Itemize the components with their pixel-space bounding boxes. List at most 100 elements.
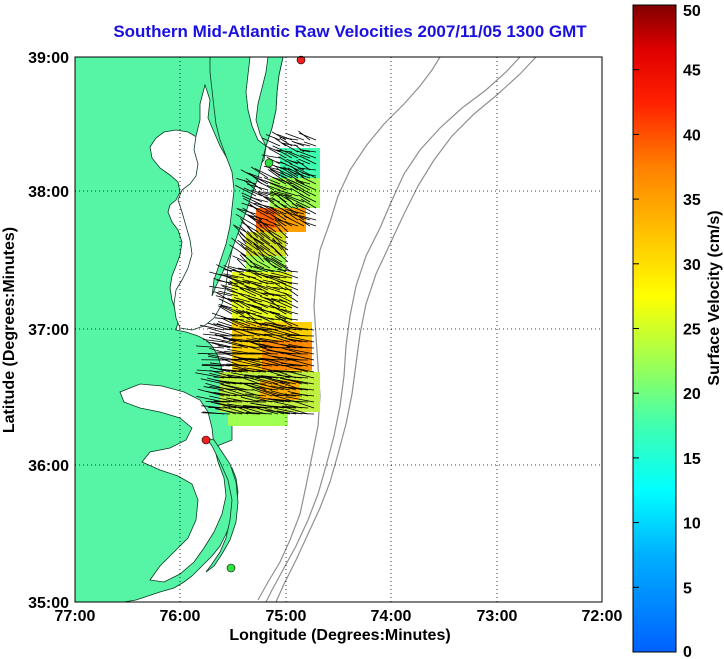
velocity-arrow [265,285,281,291]
velocity-arrow [292,400,315,409]
velocity-arrow [265,257,283,269]
velocity-arrow [240,382,267,385]
velocity-arrow [291,206,311,215]
colorbar-tick-label: 40 [683,127,701,144]
velocity-arrow [209,285,233,291]
velocity-arrow [248,202,263,215]
velocity-arrow [300,176,317,185]
velocity-arrow [236,258,247,269]
velocity-arrow [237,375,261,385]
velocity-arrow [274,217,287,227]
velocity-arrow [288,334,315,337]
velocity-arrow [257,221,275,227]
velocity-arrow [270,385,291,391]
velocity-arrow [286,346,315,349]
velocity-arrow [244,407,267,415]
velocity-arrow [252,388,273,397]
velocity-arrow [286,179,305,191]
velocity-arrow [289,151,305,159]
velocity-arrow [266,219,281,227]
velocity-arrow [298,218,311,227]
velocity-arrow [213,376,243,379]
velocity-vectors [195,130,317,415]
lon-tick-label: 75:00 [266,608,307,625]
velocity-arrow [279,137,299,141]
lon-tick-label: 74:00 [371,608,412,625]
velocity-arrow [266,205,287,215]
lat-tick-label: 38:00 [28,184,69,201]
velocity-arrow [297,167,317,171]
velocity-arrow [285,376,309,379]
velocity-arrow [218,304,233,309]
velocity-arrow [225,388,249,397]
velocity-arrow [267,301,287,309]
velocity-arrow [252,364,273,367]
velocity-arrow [292,184,311,197]
velocity-arrow [264,268,281,273]
velocity-arrow [273,370,303,373]
velocity-arrow [278,242,289,257]
velocity-arrow [259,281,275,285]
velocity-arrow [262,329,291,337]
velocity-arrow [251,189,269,197]
velocity-arrow [242,253,259,269]
velocity-arrow [283,215,305,227]
velocity-arrow [201,412,231,415]
velocity-arrow [247,345,273,355]
velocity-arrow [269,231,283,245]
velocity-arrow [251,174,269,185]
velocity-arrow [208,336,231,343]
velocity-arrow [258,190,275,197]
velocity-arrow [271,197,287,209]
velocity-arrow [244,286,263,291]
velocity-arrow [221,305,245,315]
velocity-arrow [300,198,317,209]
velocity-arrow [277,149,293,159]
velocity-arrow [275,261,293,273]
lon-tick-label: 73:00 [477,608,518,625]
velocity-arrow [257,314,275,321]
velocity-arrow [284,353,315,361]
velocity-arrow [265,196,281,203]
velocity-arrow [258,193,275,203]
lat-tick-label: 36:00 [28,458,69,475]
velocity-arrow [280,308,299,315]
velocity-arrow [276,317,299,327]
velocity-arrow [246,183,269,191]
velocity-arrow [233,224,247,233]
velocity-arrow [236,318,257,327]
velocity-arrow [220,284,239,291]
velocity-arrow [289,163,305,171]
colorbar-tick-label: 15 [683,451,701,468]
velocity-arrow [268,229,283,239]
colorbar-tick-label: 25 [683,322,701,339]
velocity-arrow [293,141,311,147]
velocity-arrow [222,285,245,297]
velocity-arrow [244,383,267,391]
velocity-arrow [218,290,239,297]
velocity-arrow [274,165,293,171]
velocity-arrow [264,334,291,343]
velocity-arrow [273,190,293,197]
colorbar-tick-label: 35 [683,192,701,209]
velocity-arrow [257,383,285,391]
velocity-arrow [279,316,299,321]
velocity-arrow [238,369,267,373]
velocity-arrow [247,280,269,291]
velocity-arrow [260,232,277,245]
velocity-arrow [270,305,293,315]
velocity-arrow [286,396,315,403]
velocity-arrow [259,295,275,303]
velocity-arrow [295,202,317,215]
velocity-arrow [221,340,249,349]
velocity-arrow [268,359,297,367]
velocity-arrow [285,196,299,209]
velocity-arrow [256,388,279,397]
velocity-arrow [260,376,285,385]
velocity-arrow [263,359,291,361]
velocity-arrow [276,294,293,303]
velocity-arrow [296,150,317,159]
velocity-arrow [280,378,309,385]
velocity-arrow [246,286,269,297]
lon-tick-label: 77:00 [55,608,96,625]
